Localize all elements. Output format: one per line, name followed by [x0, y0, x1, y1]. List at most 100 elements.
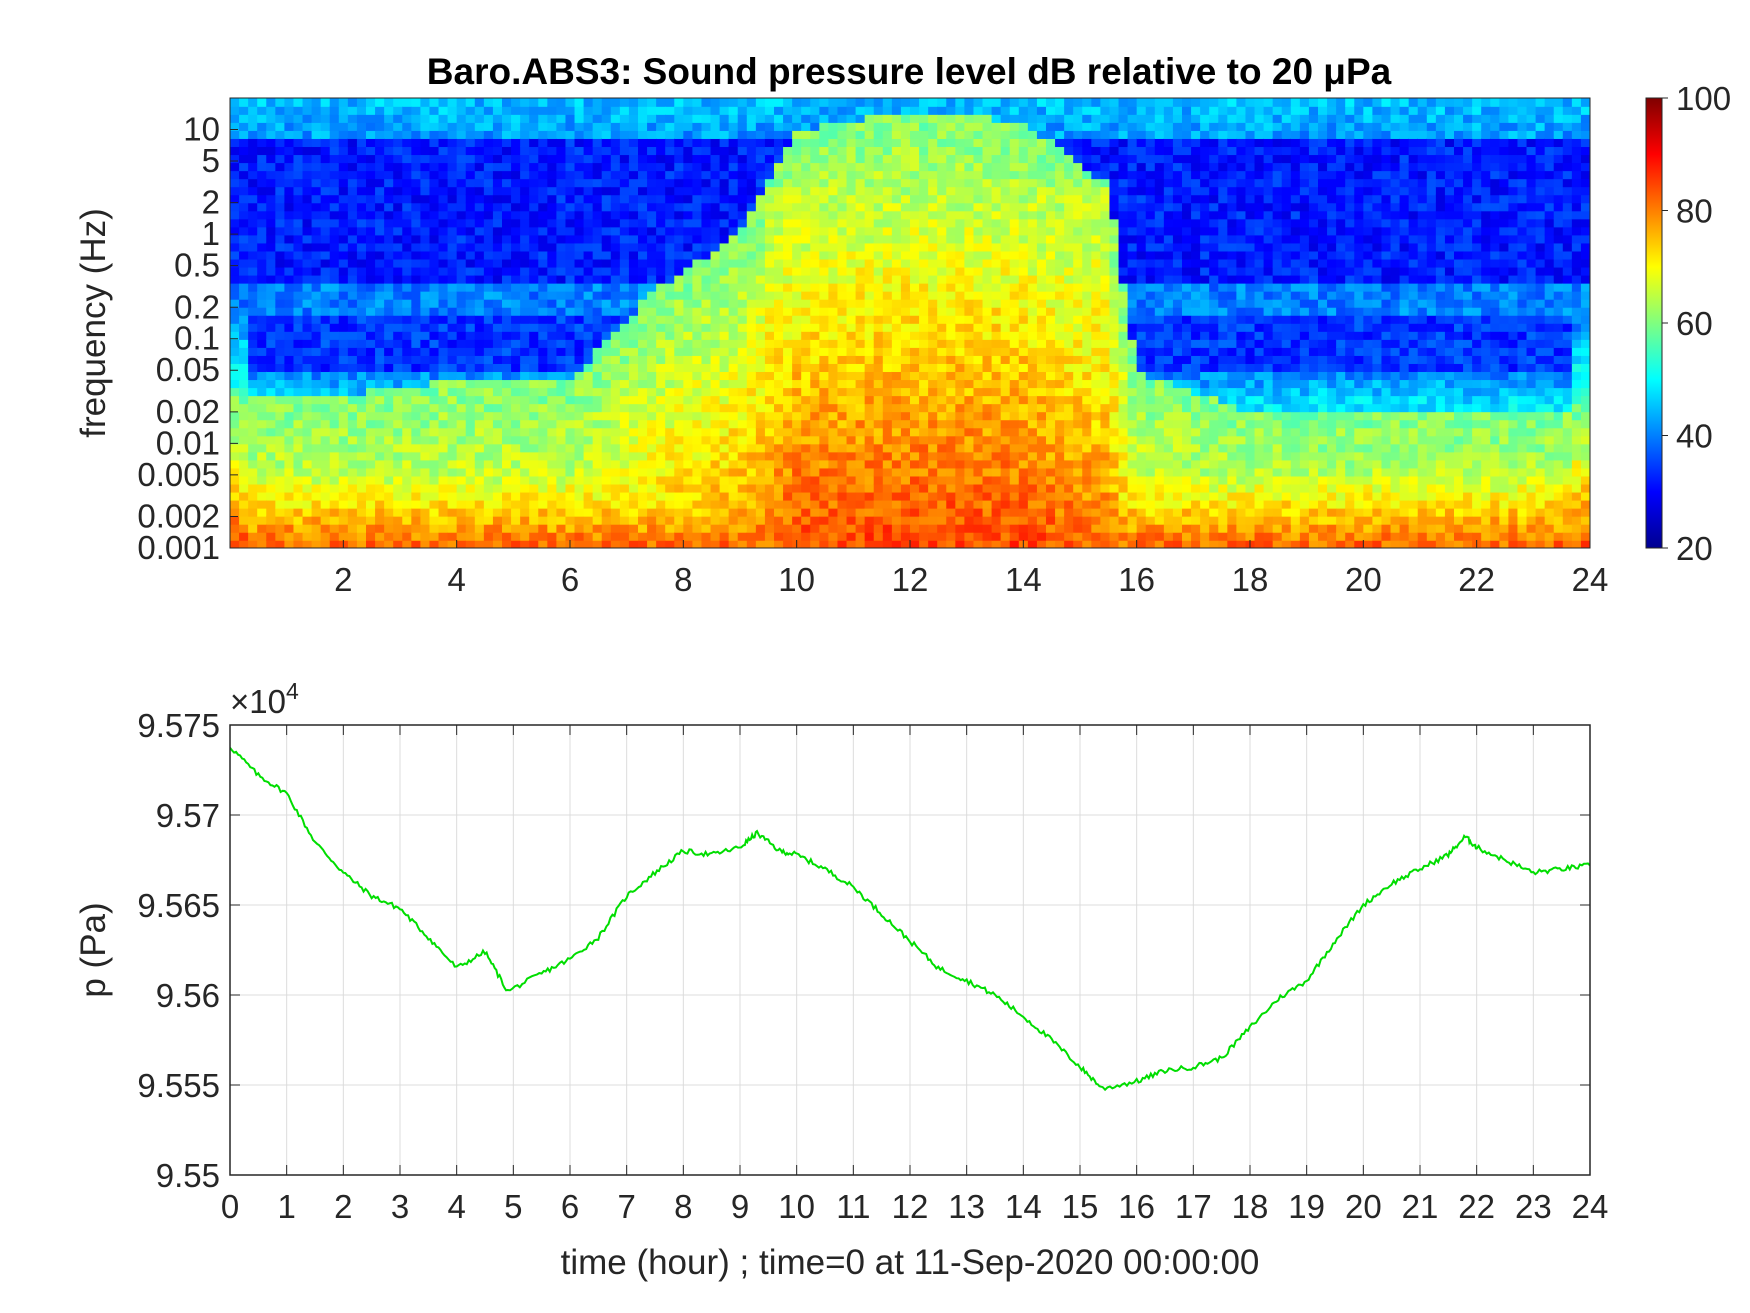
spectrogram-cell [810, 146, 821, 156]
spectrogram-cell [565, 234, 576, 244]
spectrogram-cell [982, 202, 993, 212]
spectrogram-cell [728, 347, 739, 356]
spectrogram-cell [864, 491, 875, 501]
spectrogram-cell [492, 138, 503, 148]
spectrogram-cell [601, 355, 612, 364]
spectrogram-cell [320, 491, 331, 501]
spectrogram-cell [393, 331, 404, 340]
spectrogram-cell [828, 138, 839, 148]
spectrogram-cell [547, 258, 558, 268]
spectrogram-cell [601, 306, 612, 316]
spectrogram-cell [846, 122, 857, 131]
spectrogram-cell [946, 178, 957, 188]
spectrogram-cell [692, 323, 703, 332]
spectrogram-cell [628, 258, 639, 268]
spectrogram-cell [982, 451, 993, 461]
spectrogram-cell [465, 435, 476, 445]
spectrogram-cell [393, 443, 404, 453]
spectrogram-cell [610, 146, 621, 156]
spectrogram-cell [492, 411, 503, 421]
spectrogram-cell [810, 507, 821, 517]
spectrogram-cell [828, 459, 839, 469]
spectrogram-cell [837, 170, 848, 180]
spectrogram-cell [520, 419, 530, 429]
spectrogram-cell [329, 266, 340, 276]
spectrogram-cell [973, 323, 984, 332]
spectrogram-cell [792, 531, 802, 541]
spectrogram-cell [801, 234, 812, 244]
spectrogram-cell [928, 186, 938, 196]
spectrogram-cell [665, 146, 676, 156]
spectrogram-cell [674, 339, 685, 348]
spectrogram-cell [257, 411, 268, 421]
spectrogram-cell [384, 170, 394, 180]
spectrogram-cell [1009, 443, 1020, 453]
spectrogram-cell [520, 154, 530, 164]
spectrogram-cell [783, 122, 793, 131]
spectrogram-cell [647, 475, 657, 485]
spectrogram-cell [456, 419, 467, 429]
spectrogram-cell [601, 363, 612, 373]
spectrogram-cell [891, 242, 902, 252]
spectrogram-cell [928, 371, 938, 381]
spectrogram-cell [275, 122, 286, 131]
spectrogram-cell [338, 122, 349, 131]
spectrogram-cell [774, 331, 784, 340]
spectrogram-cell [656, 314, 666, 324]
spectrogram-cell [529, 427, 540, 437]
spectrogram-cell [692, 162, 703, 172]
spectrogram-cell [692, 138, 703, 148]
spectrogram-cell [647, 170, 657, 180]
spectrogram-cell [873, 194, 884, 204]
spectrogram-cell [719, 122, 730, 131]
spectrogram-cell [583, 499, 594, 509]
spectrogram-cell [674, 371, 685, 381]
spectrogram-cell [293, 282, 304, 292]
spectrogram-cell [801, 443, 812, 453]
spectrogram-cell [1009, 499, 1020, 509]
spectrogram-cell [810, 282, 821, 292]
spectrogram-cell [411, 539, 422, 548]
spectrogram-cell [592, 250, 603, 260]
spectrogram-cell [529, 403, 540, 413]
spectrogram-cell [492, 395, 503, 405]
spectrogram-cell [1018, 258, 1029, 268]
spectrogram-cell [846, 314, 857, 324]
spectrogram-cell [574, 331, 585, 340]
spectrogram-cell [737, 290, 748, 300]
spectrogram-cell [991, 435, 1002, 445]
spectrogram-cell [665, 290, 676, 300]
spectrogram-cell [366, 218, 376, 228]
spectrogram-cell [583, 250, 594, 260]
spectrogram-cell [638, 290, 648, 300]
spectrogram-cell [592, 106, 603, 115]
spectrogram-cell [774, 491, 784, 501]
spectrogram-cell [683, 298, 694, 308]
spectrogram-cell [819, 339, 830, 348]
spectrogram-cell [411, 515, 422, 525]
spectrogram-cell [728, 226, 739, 236]
spectrogram-cell [547, 371, 558, 381]
spectrogram-cell [230, 274, 240, 284]
spectrogram-cell [474, 98, 485, 107]
spectrogram-cell [230, 290, 240, 300]
spectrogram-cell [347, 306, 358, 316]
spectrogram-cell [937, 403, 948, 413]
spectrogram-cell [583, 170, 594, 180]
spectrogram-cell [329, 170, 340, 180]
spectrogram-cell [502, 306, 512, 316]
spectrogram-cell [882, 419, 893, 429]
spectrogram-cell [239, 395, 249, 405]
spectrogram-cell [257, 467, 268, 477]
spectrogram-cell [774, 475, 784, 485]
spectrogram-cell [511, 290, 521, 300]
spectrogram-cell [248, 210, 258, 220]
spectrogram-cell [556, 290, 567, 300]
spectrogram-cell [910, 130, 920, 139]
spectrogram-cell [737, 258, 748, 268]
spectrogram-cell [710, 323, 721, 332]
spectrogram-cell [746, 274, 757, 284]
spectrogram-cell [465, 355, 476, 364]
spectrogram-cell [347, 162, 358, 172]
spectrogram-cell [964, 395, 975, 405]
